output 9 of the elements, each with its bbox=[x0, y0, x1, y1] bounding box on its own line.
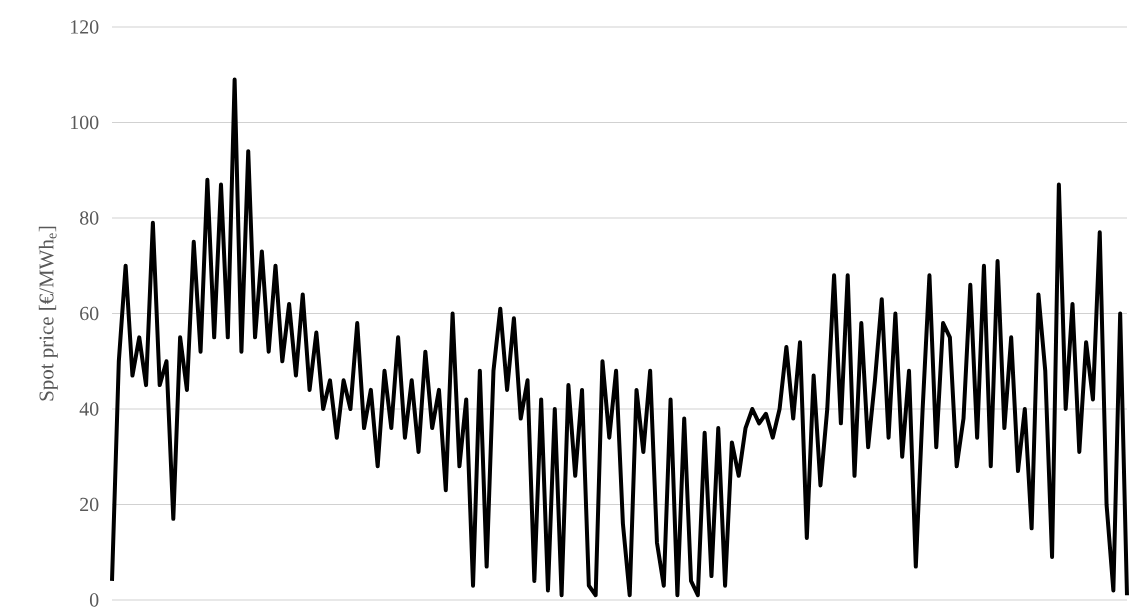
y-tick-label: 0 bbox=[89, 593, 99, 607]
line-series bbox=[110, 77, 1129, 598]
y-tick-label: 80 bbox=[80, 211, 99, 225]
y-tick-label: 60 bbox=[80, 306, 99, 321]
y-tick-label: 40 bbox=[79, 402, 99, 416]
y-axis-title: Spot price [€/MWh$_{e}$] bbox=[38, 226, 58, 401]
y-tick-label: 100 bbox=[71, 115, 99, 130]
y-tick-label: 20 bbox=[80, 497, 99, 512]
y-tick-label: 120 bbox=[71, 20, 99, 34]
